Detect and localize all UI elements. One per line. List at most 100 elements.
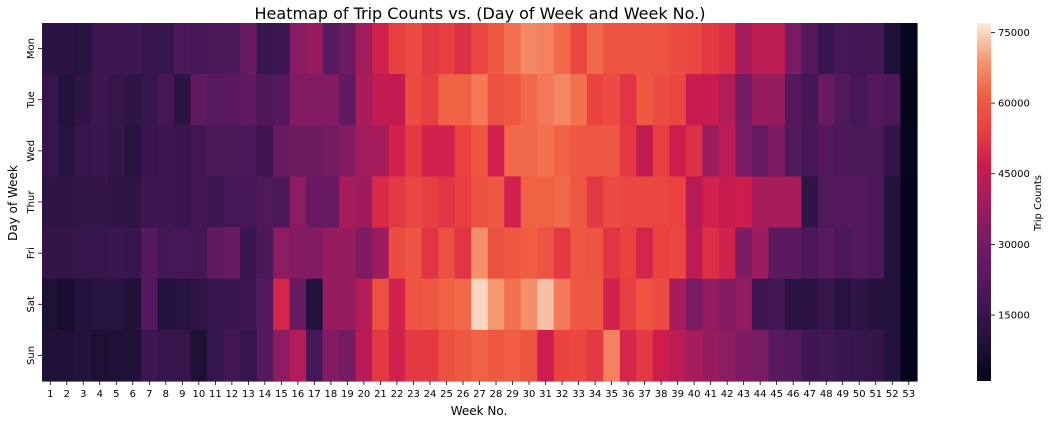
heatmap-cell	[471, 125, 489, 178]
heatmap-cell	[355, 23, 373, 75]
heatmap-cell	[58, 23, 76, 75]
heatmap-cell	[834, 125, 852, 178]
heatmap-cell	[553, 23, 571, 75]
heatmap-cell	[240, 125, 258, 178]
heatmap-cell	[339, 278, 357, 331]
heatmap-cell	[75, 125, 93, 178]
y-tick-label: Thur	[26, 190, 37, 215]
x-tick-label: 14	[259, 389, 272, 400]
heatmap-cell	[685, 329, 703, 382]
x-axis-ticks: 1 2 3 4 5 6 7 8 9 10 11 12 13 14 15 16 17 18 19 20 21 22 23 24 2…	[47, 381, 915, 400]
heatmap-cell	[421, 227, 439, 280]
heatmap-cell	[867, 278, 885, 331]
heatmap-cell	[240, 278, 258, 331]
heatmap-cell	[141, 176, 159, 229]
heatmap-cell	[273, 278, 291, 331]
heatmap-cell	[108, 227, 126, 280]
heatmap-cell	[322, 227, 340, 280]
heatmap-cell	[520, 23, 538, 75]
heatmap-cell	[108, 176, 126, 229]
x-tick-label: 36	[622, 389, 635, 400]
heatmap-cell	[784, 329, 803, 382]
heatmap-cell	[339, 227, 357, 280]
heatmap-cell	[42, 227, 60, 280]
heatmap-cell	[768, 227, 786, 280]
heatmap-cell	[900, 74, 918, 126]
x-tick-label: 29	[506, 389, 519, 400]
heatmap-cell	[306, 23, 324, 75]
heatmap-cell	[405, 125, 423, 178]
heatmap-cell	[817, 176, 836, 229]
heatmap-cell	[339, 329, 357, 382]
x-tick-label: 33	[572, 389, 585, 400]
heatmap-cell	[438, 329, 456, 382]
heatmap-cell	[669, 176, 687, 229]
heatmap-cell	[718, 329, 736, 382]
heatmap-cell	[520, 74, 538, 126]
heatmap-cell	[784, 176, 803, 229]
heatmap-cell	[570, 329, 588, 382]
heatmap-cell	[883, 74, 902, 126]
heatmap-cell	[900, 23, 918, 75]
x-tick-label: 5	[113, 389, 119, 400]
heatmap-cell	[817, 227, 836, 280]
heatmap-cell	[174, 74, 192, 126]
x-tick-label: 35	[605, 389, 618, 400]
heatmap-cell	[405, 227, 423, 280]
x-tick-label: 19	[341, 389, 354, 400]
heatmap-cell	[190, 125, 208, 178]
heatmap-cell	[685, 74, 703, 126]
heatmap-cell	[652, 125, 670, 178]
heatmap-cell	[289, 125, 307, 178]
heatmap-cell	[207, 278, 225, 331]
heatmap-cell	[454, 227, 472, 280]
heatmap-cell	[438, 74, 456, 126]
heatmap-cell	[91, 329, 109, 382]
heatmap-cell	[520, 278, 538, 331]
heatmap-cell	[190, 329, 208, 382]
heatmap-cell	[570, 176, 588, 229]
heatmap-cell	[784, 23, 803, 75]
x-tick-label: 44	[754, 389, 767, 400]
heatmap-cell	[108, 278, 126, 331]
heatmap-cell	[388, 227, 406, 280]
heatmap-cell	[900, 176, 918, 229]
heatmap-cell	[834, 176, 852, 229]
x-tick-label: 39	[671, 389, 684, 400]
heatmap-cell	[537, 329, 555, 382]
x-tick-label: 2	[64, 389, 70, 400]
heatmap-cell	[223, 125, 241, 178]
heatmap-cell	[42, 176, 60, 229]
heatmap-cell	[801, 176, 819, 229]
heatmap-cell	[883, 176, 902, 229]
heatmap-cell	[487, 278, 505, 331]
heatmap-cell	[900, 125, 918, 178]
heatmap-cell	[108, 74, 126, 126]
heatmap-cell	[685, 278, 703, 331]
heatmap-cell	[388, 23, 406, 75]
heatmap-cell	[388, 278, 406, 331]
heatmap-cell	[174, 227, 192, 280]
heatmap-cell	[124, 227, 142, 280]
heatmap-cell	[867, 329, 885, 382]
x-tick-label: 9	[179, 389, 185, 400]
heatmap-cell	[487, 23, 505, 75]
heatmap-cell	[322, 278, 340, 331]
heatmap-cell	[883, 23, 902, 75]
x-tick-label: 49	[836, 389, 849, 400]
heatmap-cell	[240, 176, 258, 229]
heatmap-cell	[273, 125, 291, 178]
heatmap-cell	[141, 74, 159, 126]
heatmap-cell	[867, 176, 885, 229]
heatmap-cell	[256, 74, 274, 126]
heatmap-cell	[636, 74, 654, 126]
heatmap-cell	[718, 125, 736, 178]
x-tick-label: 24	[424, 389, 437, 400]
heatmap-cell	[471, 23, 489, 75]
heatmap-cell	[900, 329, 918, 382]
heatmap-cell	[702, 176, 720, 229]
heatmap-cell	[553, 125, 571, 178]
x-tick-label: 18	[325, 389, 338, 400]
heatmap-cell	[240, 74, 258, 126]
heatmap-cell	[240, 227, 258, 280]
